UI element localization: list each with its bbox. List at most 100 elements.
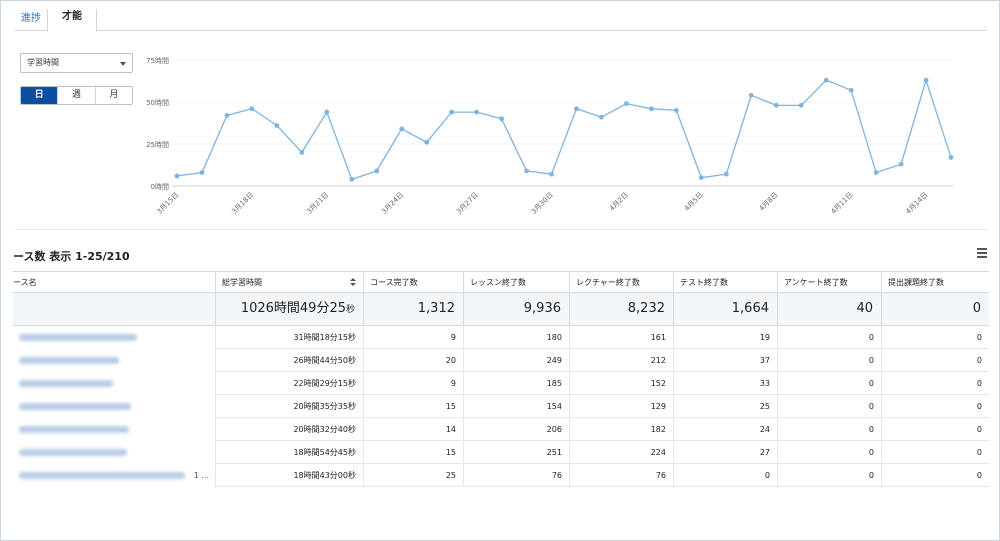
- tab-progress[interactable]: 進捗: [21, 13, 41, 24]
- data-point: [673, 108, 679, 113]
- redacted-course-name: [19, 403, 131, 410]
- tab-active[interactable]: 才能: [47, 9, 97, 32]
- period-month-button[interactable]: 月: [94, 87, 132, 104]
- table-header: ース名 総学習時間 コース完了数 レッスン終了数 レクチャー終了数 テスト終了数…: [13, 271, 989, 293]
- col-total-time-label: 総学習時間: [222, 278, 262, 287]
- col-lesson-complete[interactable]: レッスン終了数: [463, 272, 569, 293]
- data-point: [848, 87, 854, 93]
- totals-assignment-complete: 0: [881, 293, 989, 325]
- assignment-complete-cell: 0: [881, 464, 989, 487]
- course-complete-cell: 20: [363, 349, 463, 372]
- course-count-title: ース数 表示 1-25/210: [13, 250, 130, 263]
- divider: [15, 229, 987, 230]
- lesson-complete-cell: 206: [463, 418, 569, 441]
- x-tick-label: 4月14日: [904, 191, 929, 216]
- lecture-complete-cell: 224: [569, 441, 673, 464]
- period-week-button[interactable]: 週: [57, 87, 95, 104]
- lesson-complete-cell: 185: [463, 372, 569, 395]
- y-tick-label: 50時間: [146, 99, 169, 107]
- period-day-button[interactable]: 日: [21, 87, 58, 104]
- lesson-complete-cell: 154: [463, 395, 569, 418]
- lesson-complete-cell: 76: [463, 464, 569, 487]
- course-name-link[interactable]: [13, 372, 215, 395]
- x-tick-label: 4月8日: [758, 191, 780, 213]
- data-point: [174, 173, 180, 179]
- totals-lesson-complete: 9,936: [463, 293, 569, 325]
- lecture-complete-cell: 76: [569, 464, 673, 487]
- table-row[interactable]: 18時間54分45秒 15 251 224 27 0 0: [13, 441, 989, 464]
- course-name-link[interactable]: [13, 395, 215, 418]
- course-complete-cell: 9: [363, 372, 463, 395]
- x-tick-label: 4月2日: [608, 191, 630, 213]
- test-complete-cell: 19: [673, 326, 777, 349]
- table-row[interactable]: 31時間18分15秒 9 180 161 19 0 0: [13, 326, 989, 349]
- col-test-complete[interactable]: テスト終了数: [673, 272, 777, 293]
- lecture-complete-cell: 182: [569, 418, 673, 441]
- lesson-complete-cell: 249: [463, 349, 569, 372]
- x-tick-label: 3月24日: [380, 191, 405, 216]
- survey-complete-cell: 0: [777, 395, 881, 418]
- y-tick-label: 0時間: [151, 183, 169, 191]
- col-course-complete[interactable]: コース完了数: [363, 272, 463, 293]
- data-point: [399, 126, 405, 132]
- table-row[interactable]: 26時間44分50秒 20 249 212 37 0 0: [13, 349, 989, 372]
- course-table: ース名 総学習時間 コース完了数 レッスン終了数 レクチャー終了数 テスト終了数…: [13, 271, 989, 491]
- menu-icon[interactable]: [977, 248, 987, 258]
- data-point: [624, 101, 629, 107]
- redacted-course-name: [19, 334, 137, 341]
- x-tick-label: 3月18日: [230, 191, 255, 216]
- chevron-down-icon: [120, 62, 126, 66]
- redacted-course-name: [19, 357, 119, 364]
- course-name-link[interactable]: 1 ...: [13, 464, 215, 487]
- redacted-course-name: [19, 426, 129, 433]
- data-point: [549, 171, 554, 177]
- data-point: [823, 77, 829, 83]
- period-toggle: 日 週 月: [20, 86, 133, 105]
- table-row[interactable]: 1 ... 18時間43分00秒 25 76 76 0 0 0: [13, 464, 989, 487]
- metric-select[interactable]: 学習時間: [20, 53, 133, 73]
- col-survey-complete[interactable]: アンケート終了数: [777, 272, 881, 293]
- course-name-link[interactable]: [13, 326, 215, 349]
- lesson-complete-cell: 180: [463, 326, 569, 349]
- lesson-complete-cell: 251: [463, 441, 569, 464]
- data-point: [748, 92, 754, 98]
- total-time-cell: 18時間54分45秒: [215, 441, 363, 464]
- survey-complete-cell: 0: [777, 326, 881, 349]
- data-point: [324, 109, 330, 115]
- totals-test-complete: 1,664: [673, 293, 777, 325]
- col-course-name[interactable]: ース名: [13, 278, 37, 287]
- data-point: [274, 123, 280, 128]
- table-row[interactable]: 22時間29分15秒 9 185 152 33 0 0: [13, 372, 989, 395]
- data-point: [424, 139, 430, 145]
- course-complete-cell: 25: [363, 464, 463, 487]
- total-time-cell: 26時間44分50秒: [215, 349, 363, 372]
- survey-complete-cell: 0: [777, 349, 881, 372]
- col-lecture-complete[interactable]: レクチャー終了数: [569, 272, 673, 293]
- data-point: [249, 106, 255, 112]
- data-point: [648, 106, 654, 112]
- sort-icon[interactable]: [350, 278, 356, 288]
- survey-complete-cell: 0: [777, 441, 881, 464]
- totals-survey-complete: 40: [777, 293, 881, 325]
- totals-row: 1026時間49分25秒 1,312 9,936 8,232 1,664 40 …: [13, 293, 989, 326]
- total-time-cell: 22時間29分15秒: [215, 372, 363, 395]
- assignment-complete-cell: 0: [881, 395, 989, 418]
- lecture-complete-cell: 129: [569, 395, 673, 418]
- x-tick-label: 4月5日: [683, 191, 705, 213]
- data-point: [574, 106, 579, 112]
- col-total-time[interactable]: 総学習時間: [215, 272, 363, 293]
- course-name-link[interactable]: [13, 441, 215, 464]
- course-name-link[interactable]: [13, 349, 215, 372]
- assignment-complete-cell: 0: [881, 349, 989, 372]
- data-point: [698, 175, 704, 180]
- test-complete-cell: 27: [673, 441, 777, 464]
- data-point: [898, 161, 904, 167]
- redacted-course-name: [19, 472, 185, 479]
- series-line: [176, 78, 952, 181]
- test-complete-cell: 33: [673, 372, 777, 395]
- table-row[interactable]: 20時間35分35秒 15 154 129 25 0 0: [13, 395, 989, 418]
- table-row[interactable]: 20時間32分40秒 14 206 182 24 0 0: [13, 418, 989, 441]
- course-name-link[interactable]: [13, 418, 215, 441]
- course-complete-cell: 15: [363, 395, 463, 418]
- col-assignment-complete[interactable]: 提出課題終了数: [881, 272, 989, 293]
